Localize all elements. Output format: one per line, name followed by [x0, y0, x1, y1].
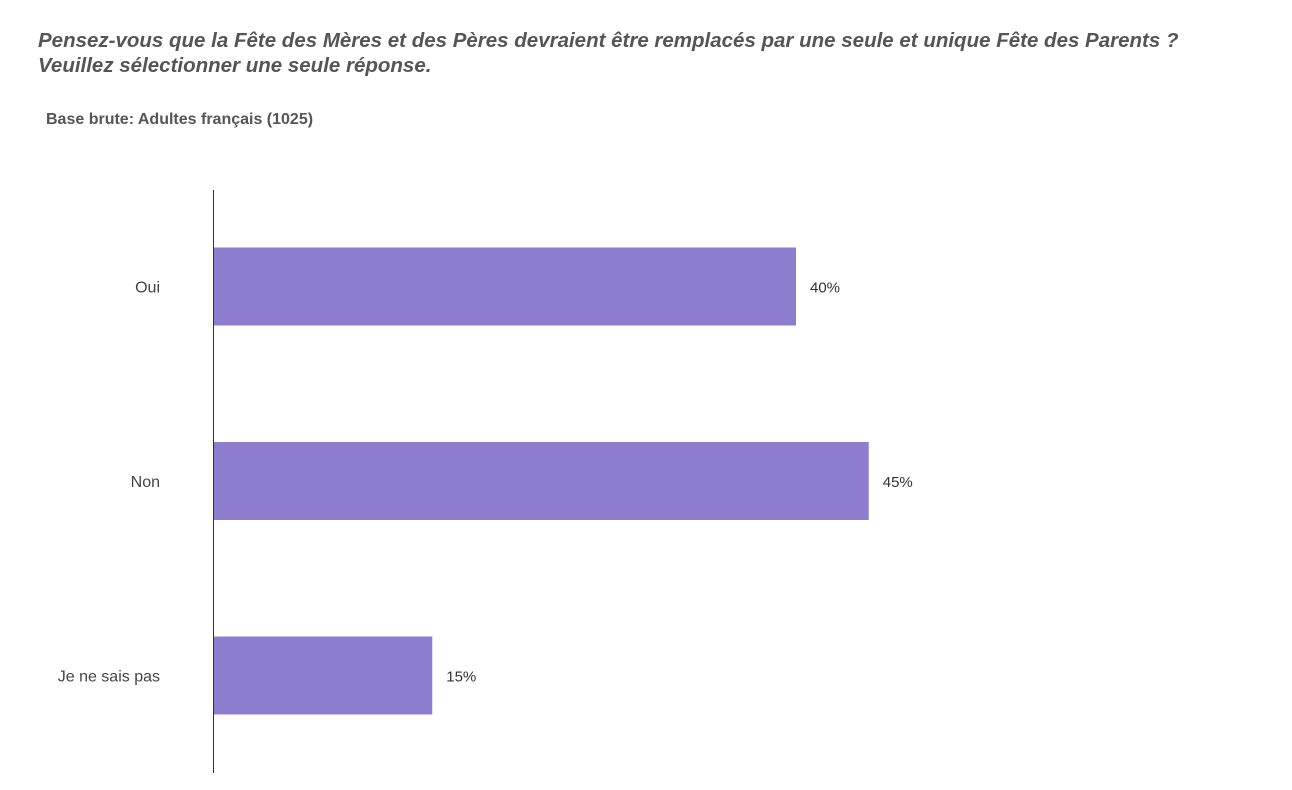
category-label-2: Je ne sais pas	[58, 669, 160, 686]
category-label-0: Oui	[135, 280, 160, 297]
bar-1	[214, 442, 869, 520]
question-line-1: Pensez-vous que la Fête des Mères et des…	[38, 29, 1179, 52]
question-line-2: Veuillez sélectionner une seule réponse.	[38, 54, 432, 77]
value-label-1: 45%	[883, 474, 913, 491]
value-label-0: 40%	[810, 280, 840, 297]
bars-group: Oui 40% Non 45% Je ne sais pas 15%	[58, 247, 913, 715]
category-label-1: Non	[131, 474, 160, 491]
bar-0	[214, 247, 796, 326]
value-label-2: 15%	[446, 669, 476, 686]
chart-title: Pensez-vous que la Fête des Mères et des…	[38, 28, 1278, 78]
bar-2	[214, 636, 433, 715]
base-note: Base brute: Adultes français (1025)	[46, 111, 314, 128]
